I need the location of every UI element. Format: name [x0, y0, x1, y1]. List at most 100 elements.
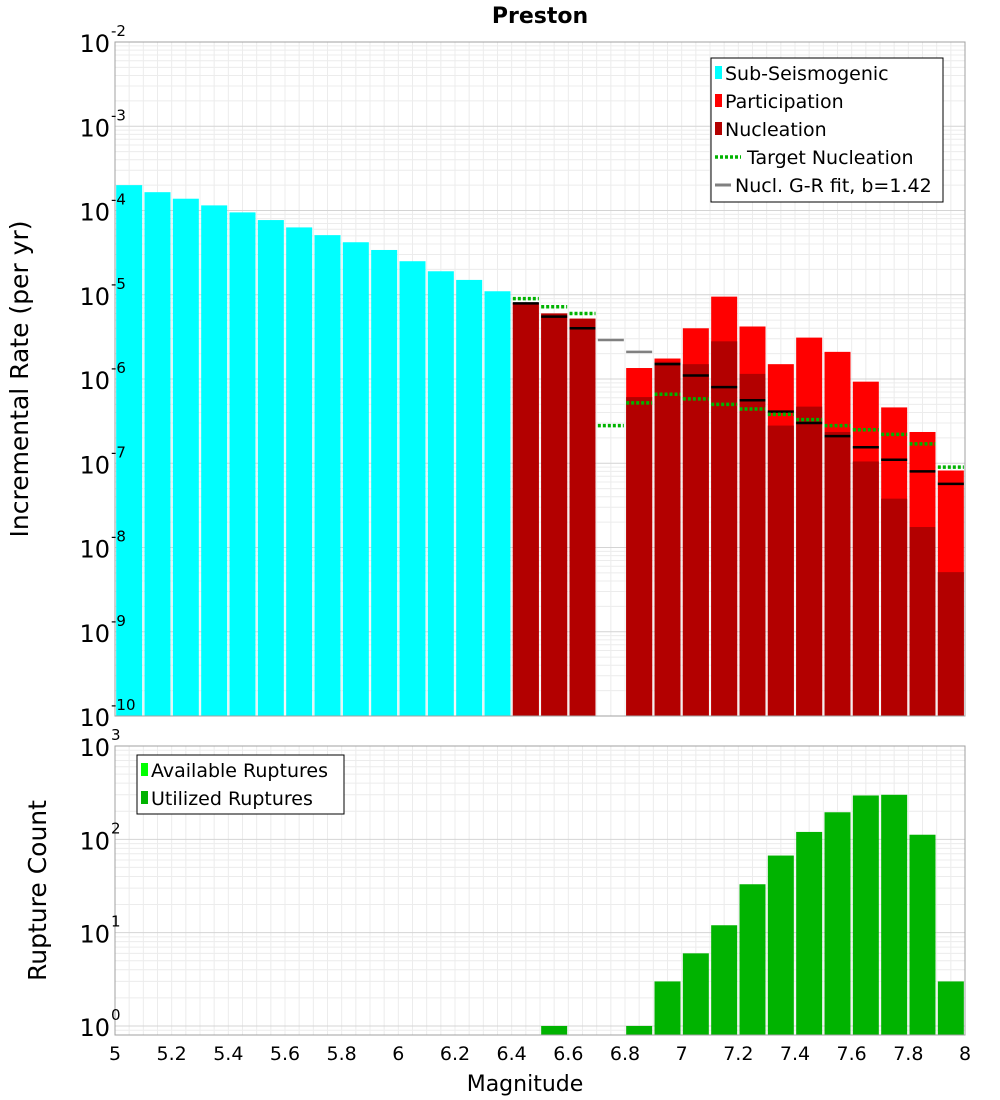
rate-chart-sub_seismogenic-bar	[342, 242, 369, 716]
rate-chart-sub_seismogenic-bar	[257, 220, 284, 716]
rate-chart-nucleation-bar	[739, 373, 766, 716]
rate-chart-nucleation-bar	[569, 318, 596, 716]
count-chart-utilized-bar	[767, 855, 794, 1035]
rate-chart-legend-label: Sub-Seismogenic	[725, 63, 889, 85]
count-chart-x-tick-label: 7.8	[893, 1043, 923, 1065]
rate-chart-legend: Sub-Seismogenic Participation Nucleation Ta…	[710, 57, 944, 203]
chart-title: Preston	[492, 4, 588, 29]
rate-chart-sub_seismogenic-bar	[399, 261, 426, 716]
count-chart-x-axis-label: Magnitude	[467, 1072, 584, 1097]
count-chart-y-tick-exp: 1	[111, 913, 121, 931]
rate-chart-nucleation-bar	[881, 498, 908, 716]
count-chart-y-tick-exp: 2	[111, 819, 121, 837]
count-chart-utilized-bar	[909, 834, 936, 1035]
count-chart-y-tick-exp: 0	[111, 1006, 121, 1024]
rate-chart-y-tick-exp: -10	[111, 696, 136, 714]
rate-chart-y-tick-exp: -2	[111, 22, 126, 40]
rate-chart-sub_seismogenic-bar	[427, 271, 454, 716]
count-chart-legend-swatch	[141, 763, 148, 776]
count-chart-legend-label: Available Ruptures	[151, 760, 328, 782]
rate-chart-y-tick-exp: -9	[111, 612, 126, 630]
rate-chart-target_nucleation-marks	[512, 296, 964, 469]
count-chart-utilized-bar	[711, 925, 738, 1035]
rate-chart-y-tick-exp: -3	[111, 106, 126, 124]
rate-chart-gr_fit-marks	[597, 338, 653, 354]
rate-chart-sub_seismogenic-bar	[371, 249, 398, 716]
rate-chart-y-tick-base: 10	[79, 704, 110, 732]
rate-chart-nucleation-bar	[654, 361, 681, 716]
count-chart-legend-label: Utilized Ruptures	[151, 788, 313, 810]
rate-chart-nucleation-bars	[512, 302, 964, 716]
count-chart-y-tick-base: 10	[79, 827, 110, 855]
rate-chart-sub_seismogenic-bar	[484, 291, 511, 716]
rate-chart-nucleation-bar	[909, 527, 936, 716]
rate-chart-legend-box	[710, 57, 944, 203]
rate-chart-legend-swatch	[715, 122, 722, 135]
rate-chart-nucleation-bar	[824, 431, 851, 716]
rate-chart-nucleation-bar	[937, 572, 964, 716]
count-chart-y-tick-base: 10	[79, 734, 110, 762]
rate-chart-legend-label: Participation	[725, 91, 844, 113]
count-chart-x-tick-label: 8	[959, 1043, 971, 1065]
count-chart-legend-swatch	[141, 791, 148, 804]
count-chart-utilized-bar	[937, 981, 964, 1035]
rate-chart-sub_seismogenic-bar	[229, 212, 256, 717]
rate-chart-sub_seismogenic-bar	[172, 198, 199, 716]
rate-chart-nucleation-bar	[626, 397, 653, 716]
rate-chart-y-tick-base: 10	[79, 451, 110, 479]
count-chart-utilized-bar	[626, 1025, 653, 1035]
rate-chart-y-tick-base: 10	[79, 536, 110, 564]
rate-chart-nucleation-bar	[852, 461, 879, 716]
count-chart-legend-box	[136, 754, 345, 815]
count-chart-x-tick-label: 5.8	[327, 1043, 357, 1065]
count-chart-x-tick-label: 5.2	[157, 1043, 187, 1065]
count-chart-utilized-bar	[654, 981, 681, 1035]
rate-chart-y-tick-exp: -6	[111, 359, 126, 377]
rate-chart-legend-swatch	[715, 94, 722, 107]
count-chart-utilized-bars	[541, 794, 964, 1035]
count-chart-utilized-bar	[541, 1025, 568, 1035]
rate-chart-nucleation-bar	[711, 341, 738, 716]
count-chart-x-tick-label: 6	[392, 1043, 404, 1065]
rate-chart-y-tick-base: 10	[79, 620, 110, 648]
rate-chart-y-tick-exp: -4	[111, 191, 126, 209]
rate-chart-y-tick-base: 10	[79, 283, 110, 311]
rate-chart-legend-swatch	[715, 66, 722, 79]
rate-chart-sub_seismogenic-bar	[144, 192, 171, 716]
rate-chart-sub_seismogenic-bar	[286, 227, 313, 716]
rate-chart-y-tick-exp: -7	[111, 443, 126, 461]
count-chart-x-tick-label: 6.8	[610, 1043, 640, 1065]
rate-chart-plot-frame	[114, 41, 966, 717]
rate-chart-y-tick-base: 10	[79, 30, 110, 58]
count-chart-y-tick-base: 10	[79, 921, 110, 949]
count-chart-x-tick-label: 6.4	[497, 1043, 527, 1065]
count-chart-x-tick-label: 7.2	[723, 1043, 753, 1065]
count-chart-x-tick-label: 7.6	[837, 1043, 867, 1065]
rate-chart-legend-label: Nucl. G-R fit, b=1.42	[735, 175, 932, 197]
count-chart-utilized-bar	[739, 884, 766, 1035]
count-chart-y-tick-base: 10	[79, 1014, 110, 1042]
count-chart-utilized-bar	[682, 953, 709, 1035]
count-chart-y-tick-exp: 3	[111, 726, 121, 744]
count-chart-y-axis-label: Rupture Count	[23, 800, 52, 981]
count-chart-x-tick-label: 5.4	[213, 1043, 243, 1065]
rate-chart-nucleation-bar	[512, 302, 539, 716]
rate-chart-legend-label: Nucleation	[725, 119, 827, 141]
rate-chart-gr_fit_black-marks	[512, 302, 964, 486]
rate-chart-y-tick-exp: -5	[111, 275, 126, 293]
count-chart-utilized-bar	[852, 795, 879, 1035]
count-chart-x-tick-label: 7.4	[780, 1043, 810, 1065]
count-chart-x-tick-label: 5.6	[270, 1043, 300, 1065]
rate-chart-sub_seismogenic-bar	[456, 279, 483, 716]
rate-chart-y-tick-exp: -8	[111, 528, 126, 546]
rate-chart-y-axis-label: Incremental Rate (per yr)	[5, 221, 34, 538]
rate-chart-sub_seismogenic-bars	[116, 185, 511, 717]
count-chart-utilized-bar	[796, 831, 823, 1035]
count-chart-legend: Available Ruptures Utilized Ruptures	[136, 754, 345, 815]
count-chart-utilized-bar	[824, 812, 851, 1035]
rate-chart-y-tick-base: 10	[79, 199, 110, 227]
rate-chart-y-tick-base: 10	[79, 367, 110, 395]
count-chart-x-tick-label: 5	[109, 1043, 121, 1065]
